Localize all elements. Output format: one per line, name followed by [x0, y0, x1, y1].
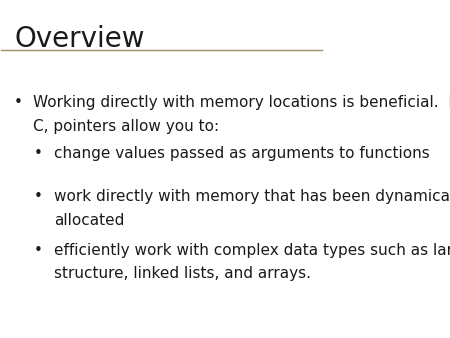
Text: Working directly with memory locations is beneficial.  In: Working directly with memory locations i…: [33, 95, 450, 110]
Text: work directly with memory that has been dynamically: work directly with memory that has been …: [54, 189, 450, 204]
Text: allocated: allocated: [54, 213, 125, 227]
Text: efficiently work with complex data types such as large: efficiently work with complex data types…: [54, 243, 450, 258]
Text: •: •: [33, 189, 42, 204]
Text: change values passed as arguments to functions: change values passed as arguments to fun…: [54, 146, 430, 161]
Text: structure, linked lists, and arrays.: structure, linked lists, and arrays.: [54, 266, 311, 281]
Text: C, pointers allow you to:: C, pointers allow you to:: [33, 119, 220, 134]
Text: Overview: Overview: [14, 25, 145, 53]
Text: •: •: [33, 146, 42, 161]
Text: •: •: [33, 243, 42, 258]
Text: •: •: [14, 95, 23, 110]
